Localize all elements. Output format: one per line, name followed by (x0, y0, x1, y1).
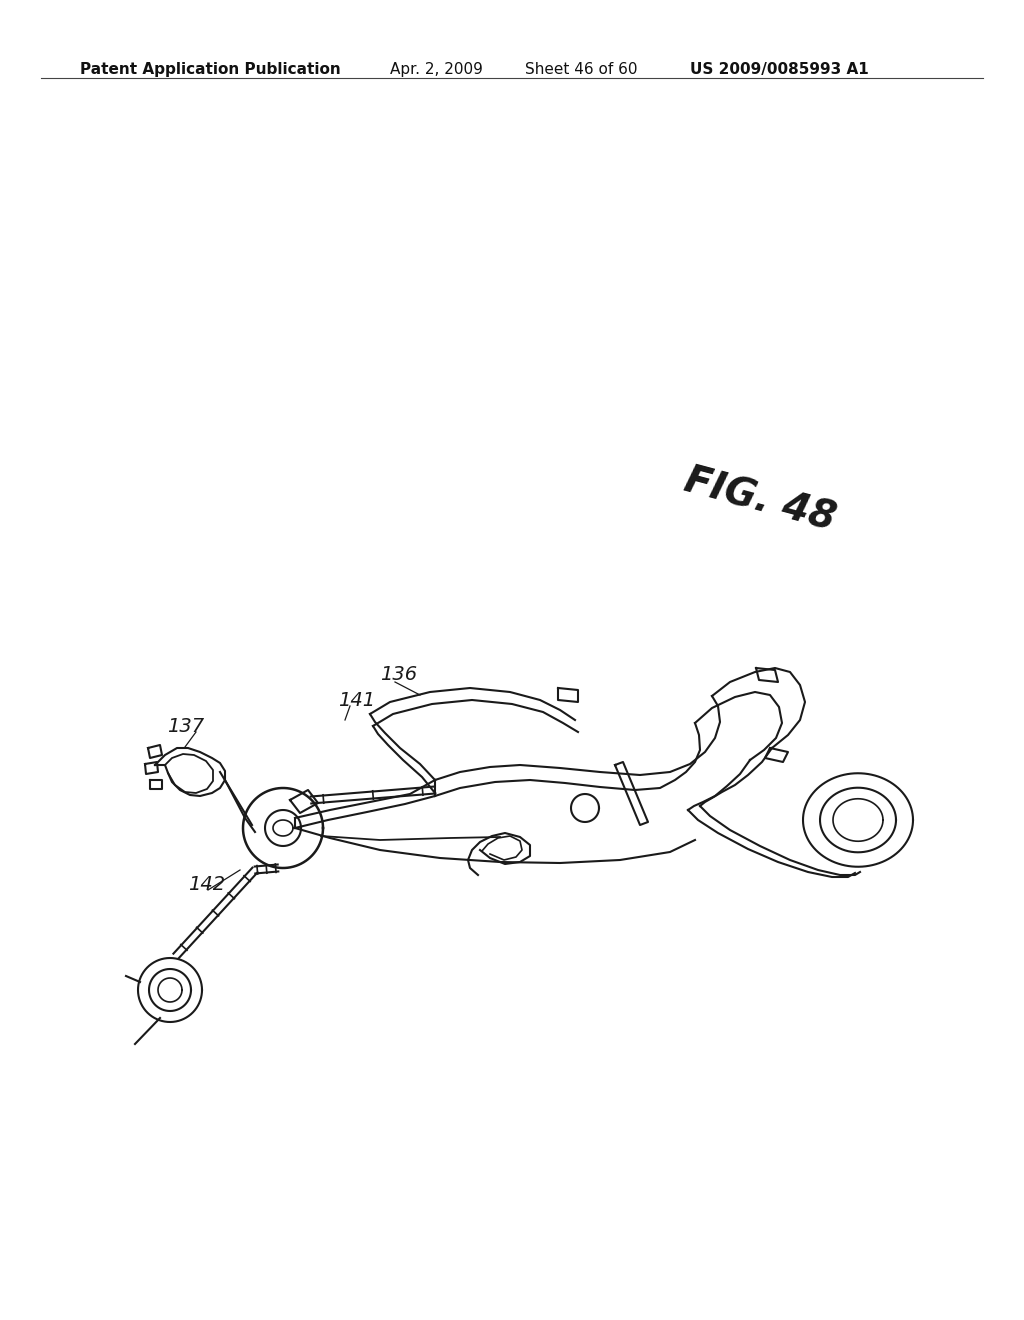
Text: 141: 141 (338, 690, 375, 710)
Text: US 2009/0085993 A1: US 2009/0085993 A1 (690, 62, 868, 77)
Text: FIG. 48: FIG. 48 (680, 462, 840, 539)
Text: Sheet 46 of 60: Sheet 46 of 60 (525, 62, 638, 77)
Text: Apr. 2, 2009: Apr. 2, 2009 (390, 62, 483, 77)
Text: 137: 137 (167, 718, 204, 737)
Text: 136: 136 (380, 665, 417, 685)
Text: Patent Application Publication: Patent Application Publication (80, 62, 341, 77)
Text: 142: 142 (188, 875, 225, 895)
